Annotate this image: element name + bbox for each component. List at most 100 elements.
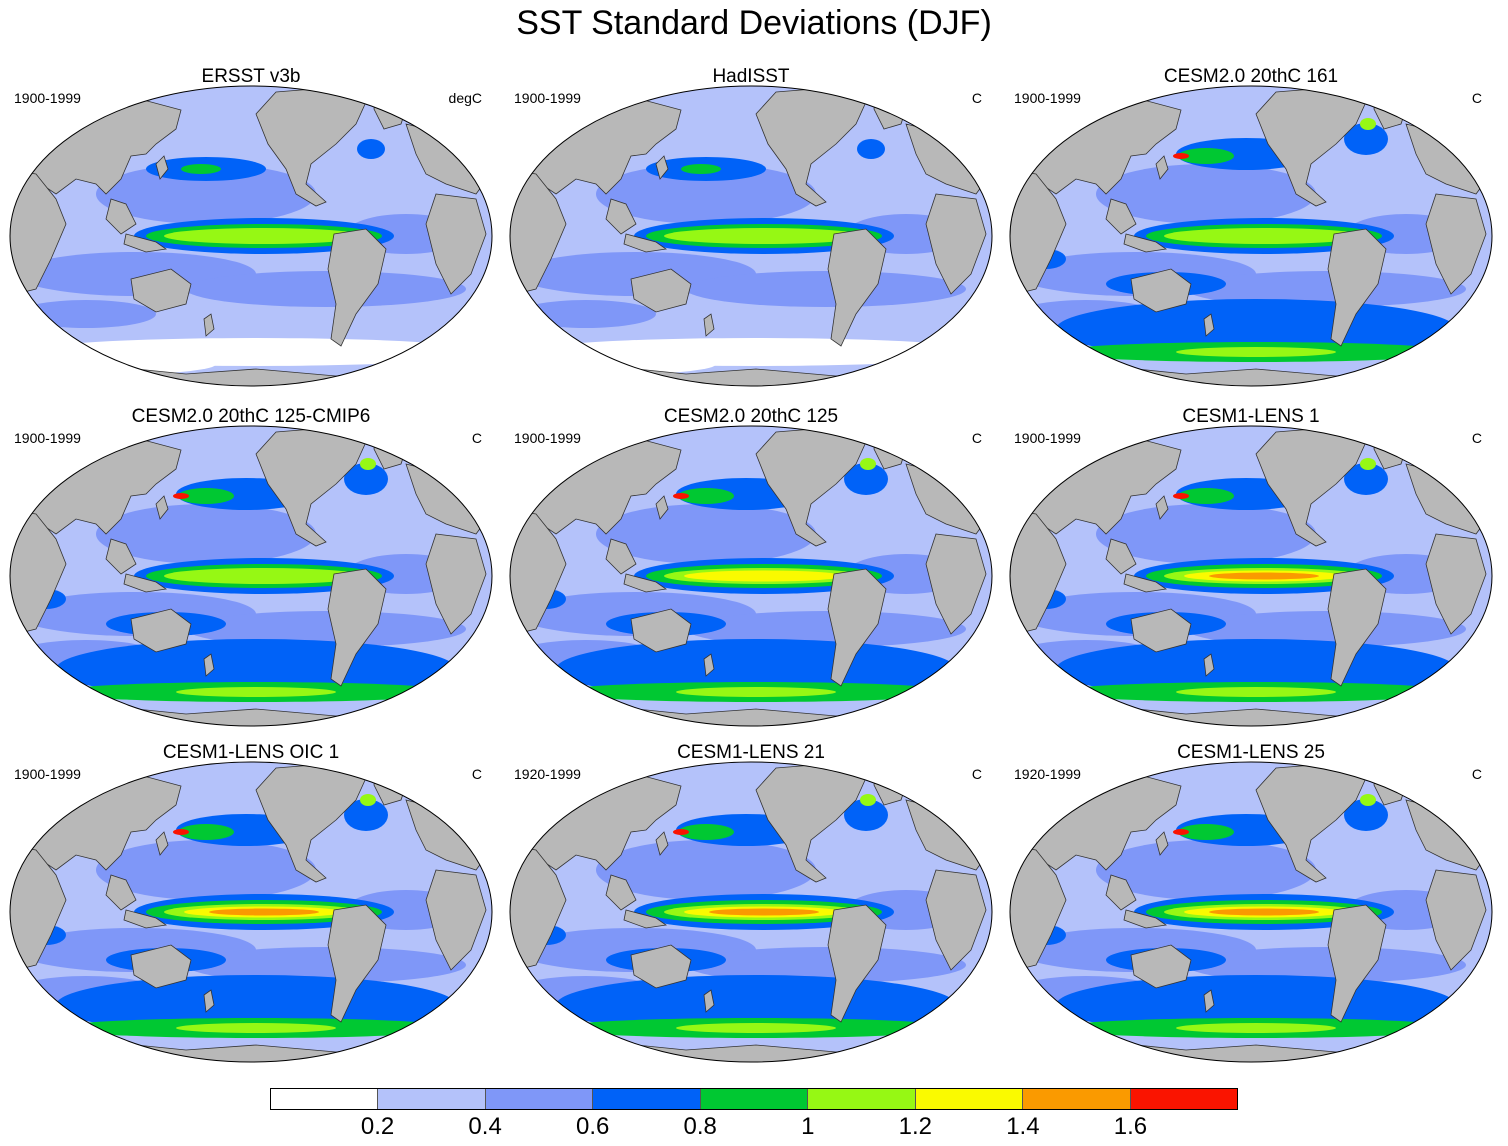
colorbar-tick-label: 1.4 xyxy=(1006,1113,1040,1140)
land-mass xyxy=(1155,495,1169,520)
land-mass xyxy=(130,944,192,989)
land-mass xyxy=(255,87,367,207)
land-mass xyxy=(1155,155,1169,180)
panel-title: CESM2.0 20thC 125 xyxy=(663,406,839,427)
land-mass xyxy=(1105,198,1137,235)
land-mass xyxy=(425,193,487,295)
land-mass xyxy=(1130,608,1192,653)
land-mass xyxy=(655,831,669,856)
colorbar-box xyxy=(915,1089,1024,1109)
panel-units: C xyxy=(971,90,982,106)
panel-period: 1900-1999 xyxy=(14,430,81,446)
land-mass xyxy=(1425,193,1487,295)
land-mass xyxy=(1425,869,1487,971)
panel-title: CESM1-LENS OIC 1 xyxy=(162,742,340,763)
land-mass xyxy=(203,653,215,677)
land-mass xyxy=(203,313,215,337)
panel-units: C xyxy=(471,766,482,782)
map-svg xyxy=(1009,425,1493,727)
land-mass xyxy=(510,844,567,971)
land-mass xyxy=(703,989,715,1013)
land-mass xyxy=(1255,427,1367,547)
land-mass xyxy=(605,874,637,911)
sst-field xyxy=(10,86,492,386)
land-mass xyxy=(1010,844,1067,971)
land-mass xyxy=(623,909,668,929)
map-svg xyxy=(509,761,993,1063)
land-mass xyxy=(605,198,637,235)
land-mass xyxy=(510,168,567,295)
land-mass xyxy=(105,198,137,235)
land-mass xyxy=(255,763,367,883)
panel-period: 1900-1999 xyxy=(514,430,581,446)
land-mass xyxy=(605,538,637,575)
map-border xyxy=(509,761,993,1063)
panel-period: 1900-1999 xyxy=(14,90,81,106)
map-svg xyxy=(9,761,493,1063)
sst-field xyxy=(10,426,492,726)
land-mass xyxy=(425,869,487,971)
land-mass xyxy=(925,869,987,971)
map-panel: CESM2.0 20thC 125 1900-1999 C xyxy=(506,406,996,728)
map-border xyxy=(1009,85,1493,387)
panel-units: C xyxy=(471,430,482,446)
land-mass xyxy=(755,427,867,547)
panel-period: 1920-1999 xyxy=(514,766,581,782)
land-mass xyxy=(203,989,215,1013)
panel-title: CESM1-LENS 21 xyxy=(677,742,825,763)
panel-units: C xyxy=(1471,430,1482,446)
land-mass xyxy=(1327,568,1387,687)
land-mass xyxy=(1327,228,1387,347)
map-border xyxy=(509,425,993,727)
land-mass xyxy=(1155,831,1169,856)
colorbar-tick-label: 1.2 xyxy=(898,1113,933,1140)
sst-field xyxy=(510,426,992,726)
land-mass xyxy=(1327,904,1387,1023)
land-mass xyxy=(630,268,692,313)
land-mass xyxy=(123,909,168,929)
land-mass xyxy=(1010,168,1067,295)
land-mass xyxy=(755,763,867,883)
land-mass xyxy=(1105,874,1137,911)
land-mass xyxy=(703,313,715,337)
land-mass xyxy=(827,568,887,687)
colorbar-box xyxy=(808,1089,916,1109)
land-mass xyxy=(255,427,367,547)
panel-title: CESM2.0 20thC 161 xyxy=(1163,66,1339,87)
panel-period: 1900-1999 xyxy=(1014,430,1081,446)
colorbar-box xyxy=(271,1089,379,1109)
land-mass xyxy=(1425,533,1487,635)
land-mass xyxy=(155,831,169,856)
sst-field xyxy=(1010,86,1492,386)
land-mass xyxy=(1255,763,1367,883)
colorbar xyxy=(270,1088,1238,1110)
panel-units: degC xyxy=(448,90,482,106)
map-svg xyxy=(9,85,493,387)
land-mass xyxy=(703,653,715,677)
sst-field xyxy=(510,762,992,1062)
land-mass xyxy=(1203,989,1215,1013)
land-mass xyxy=(1203,653,1215,677)
colorbar-tick-label: 0.4 xyxy=(468,1113,502,1140)
colorbar-tick-label: 0.6 xyxy=(575,1113,610,1140)
map-panel: CESM1-LENS 21 1920-1999 C xyxy=(506,742,996,1064)
land-mass xyxy=(105,538,137,575)
land-mass xyxy=(327,568,387,687)
land-mass xyxy=(155,495,169,520)
land-mass xyxy=(1010,508,1067,635)
land-mass xyxy=(130,268,192,313)
land-mass xyxy=(630,944,692,989)
land-mass xyxy=(10,844,67,971)
land-mass xyxy=(10,168,67,295)
land-mass xyxy=(623,233,668,253)
land-mass xyxy=(123,233,168,253)
map-border xyxy=(9,85,493,387)
panel-units: C xyxy=(971,766,982,782)
land-mass xyxy=(510,508,567,635)
land-mass xyxy=(105,874,137,911)
map-border xyxy=(1009,425,1493,727)
sst-field xyxy=(1010,762,1492,1062)
map-panel: ERSST v3b 1900-1999 degC xyxy=(6,66,496,388)
map-panel: CESM2.0 20thC 161 1900-1999 C xyxy=(1006,66,1496,388)
panel-units: C xyxy=(1471,90,1482,106)
